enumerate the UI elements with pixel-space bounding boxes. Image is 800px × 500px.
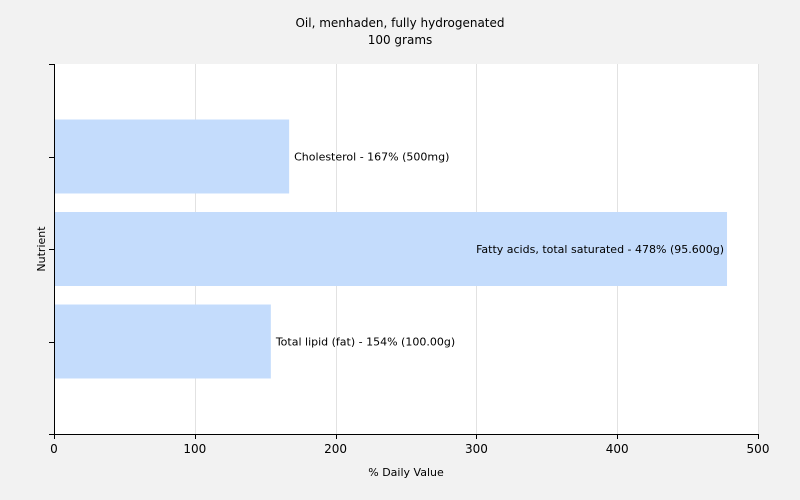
chart-subtitle: 100 grams: [367, 33, 433, 47]
y-axis-title: Nutrient: [35, 226, 48, 272]
bar-data-label: Fatty acids, total saturated - 478% (95.…: [476, 243, 724, 256]
bar-data-label: Total lipid (fat) - 154% (100.00g): [275, 336, 455, 349]
axes: 0 100 200 300 400 500: [49, 64, 769, 456]
bar: [55, 304, 271, 379]
x-tick-label: 200: [324, 442, 347, 456]
x-axis-title: % Daily Value: [368, 466, 444, 479]
x-tick-label: 500: [747, 442, 770, 456]
x-tick-label: 300: [465, 442, 488, 456]
bar-data-label: Cholesterol - 167% (500mg): [294, 151, 449, 164]
bars: Cholesterol - 167% (500mg) Fatty acids, t…: [55, 119, 728, 379]
x-tick-label: 0: [50, 442, 58, 456]
x-tick-label: 100: [183, 442, 206, 456]
bar: [55, 212, 728, 286]
bar: [55, 119, 290, 194]
chart-title: Oil, menhaden, fully hydrogenated: [295, 16, 505, 30]
x-tick-label: 400: [606, 442, 629, 456]
